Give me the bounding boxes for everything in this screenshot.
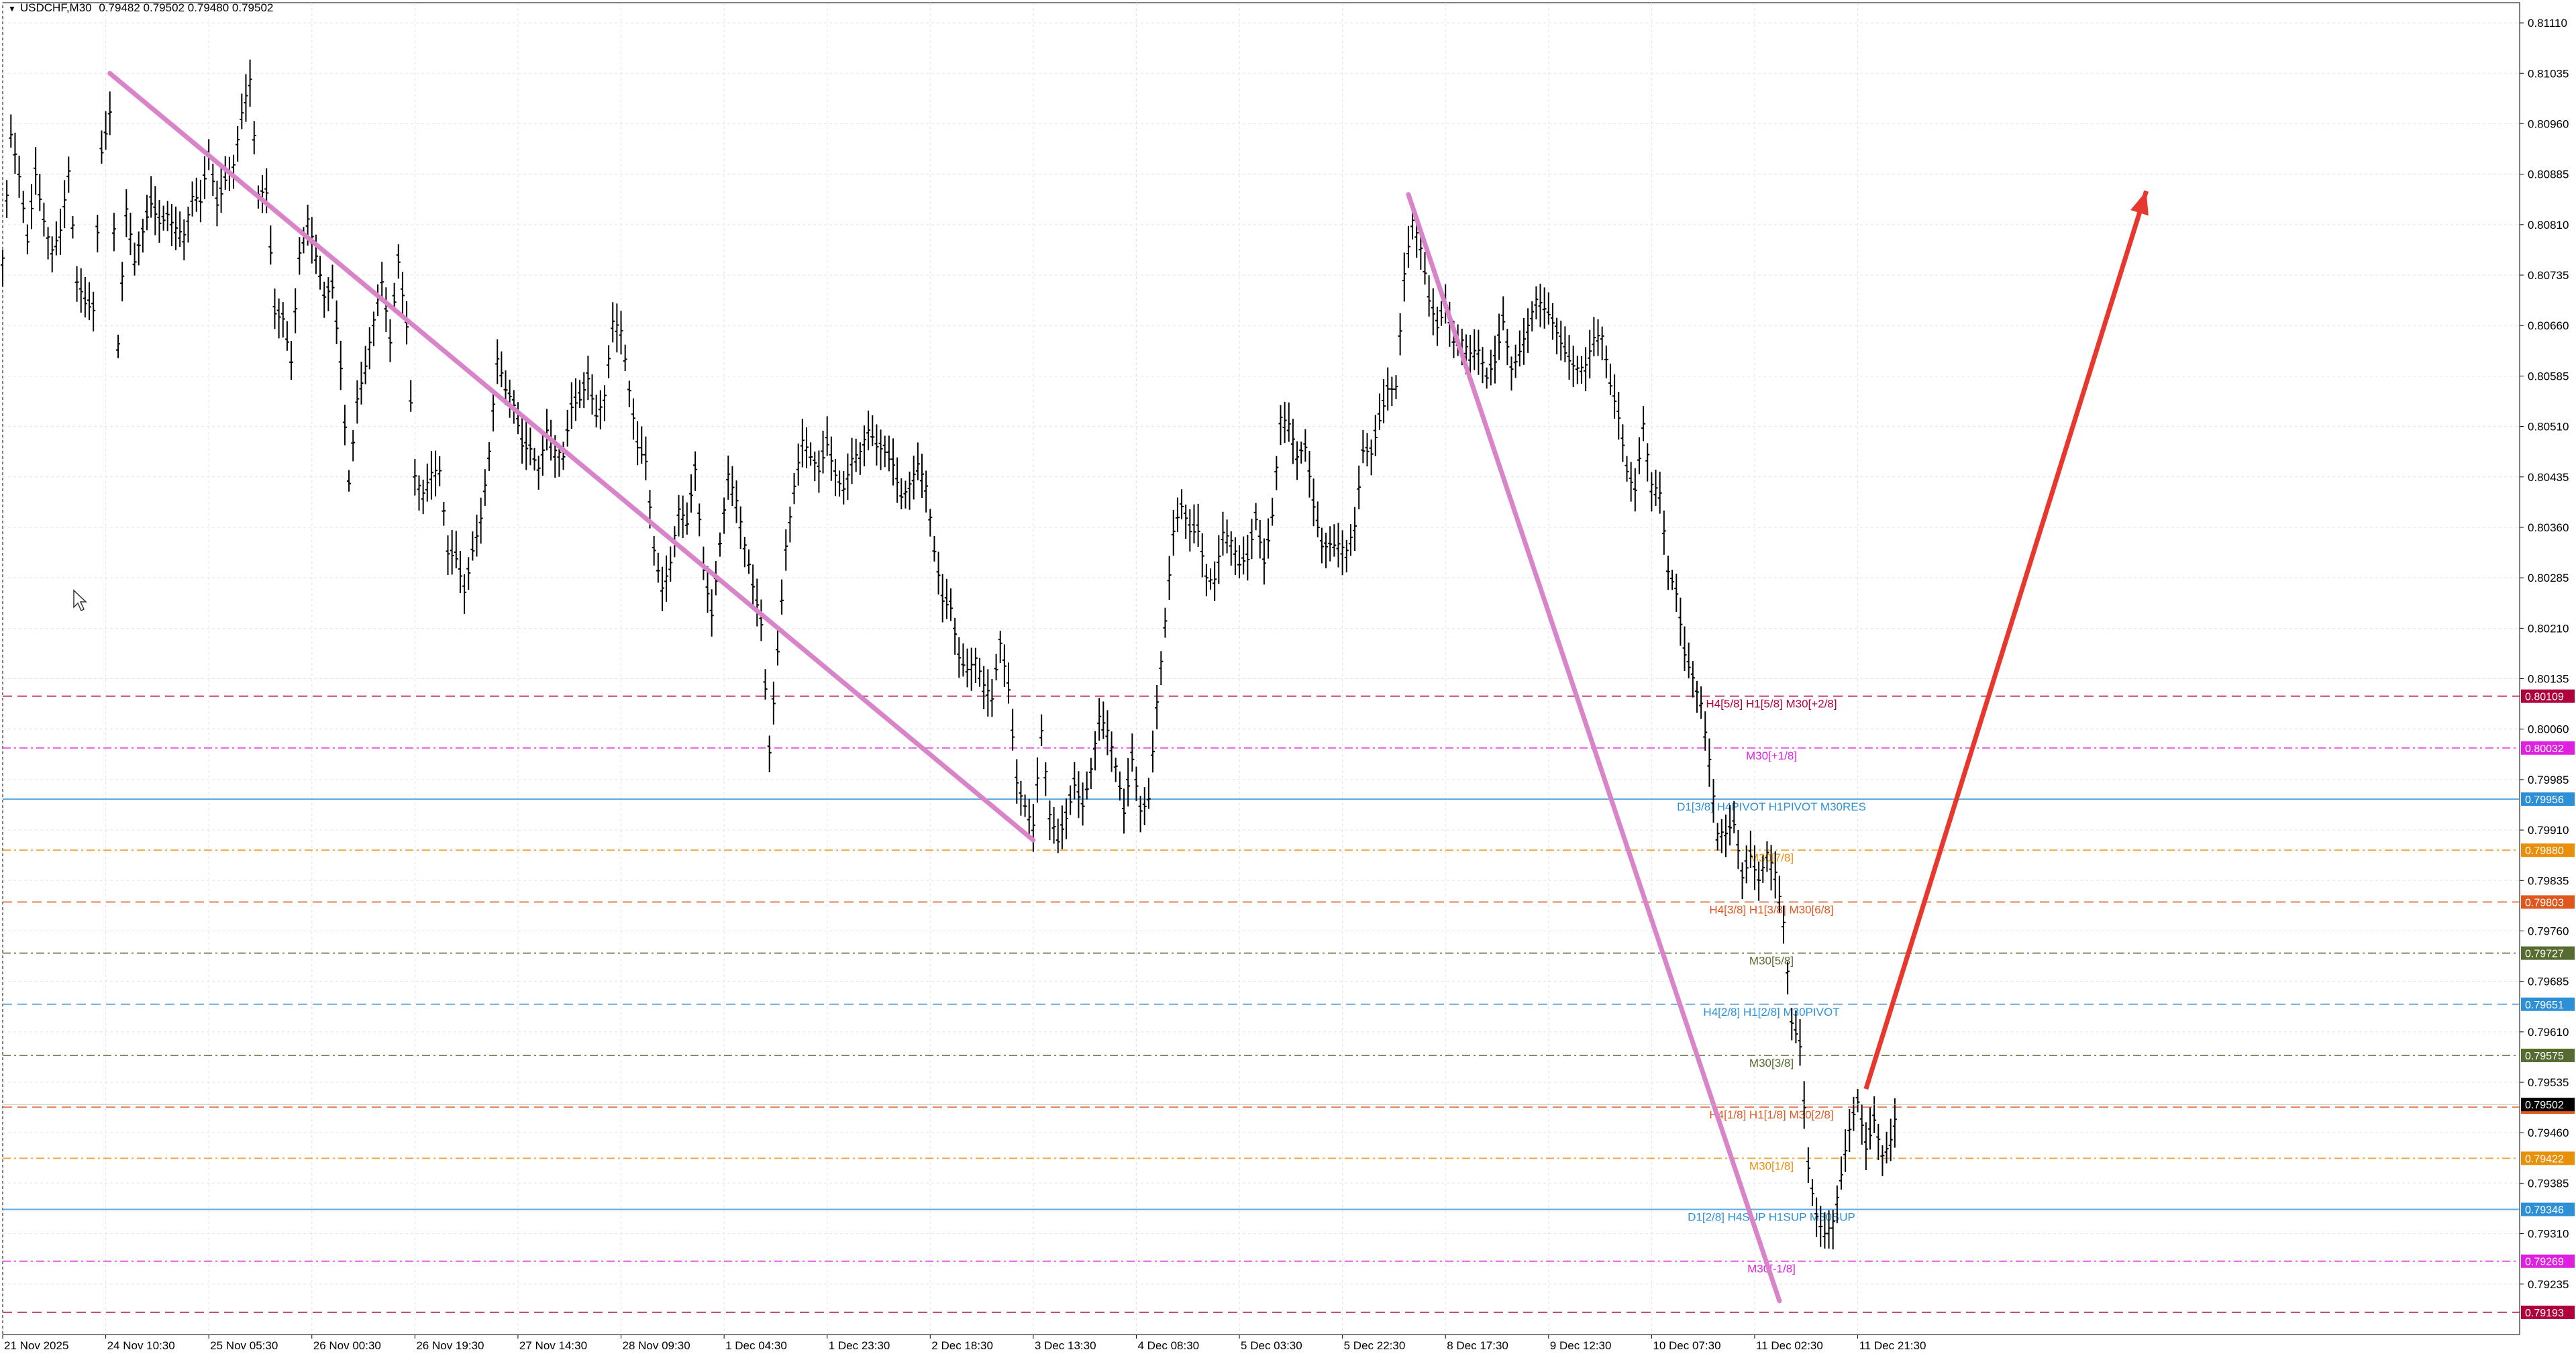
trendline[interactable] — [1406, 192, 1782, 1304]
x-tick-label: 26 Nov 19:30 — [416, 1339, 484, 1352]
ohlc-readout: 0.79482 0.79502 0.79480 0.79502 — [99, 1, 274, 14]
x-tick-label: 2 Dec 18:30 — [931, 1339, 993, 1352]
y-tick-label: 0.79235 — [2528, 1278, 2569, 1291]
level-label: M30[-1/8] — [1747, 1263, 1796, 1275]
y-tick-label: 0.81035 — [2528, 67, 2569, 80]
level-price-tag-text: 0.79803 — [2525, 897, 2564, 908]
forecast-arrow-head — [2130, 191, 2149, 216]
x-tick-label: 28 Nov 09:30 — [623, 1339, 690, 1352]
x-tick-label: 1 Dec 23:30 — [829, 1339, 890, 1352]
current-price-tag-text: 0.79502 — [2525, 1100, 2564, 1111]
level-price-tag — [2521, 1048, 2575, 1062]
x-tick-label: 25 Nov 05:30 — [210, 1339, 278, 1352]
level-price-tag-text: 0.79269 — [2525, 1257, 2564, 1268]
level-label: D1[3/8] H4PIVOT H1PIVOT M30RES — [1677, 800, 1866, 813]
level-price-tag-text: 0.79422 — [2525, 1153, 2564, 1165]
y-tick-label: 0.79460 — [2528, 1127, 2569, 1139]
level-price-tag-text: 0.79727 — [2525, 949, 2564, 960]
level-price-tag — [2521, 1202, 2575, 1216]
x-tick-label: 11 Dec 21:30 — [1859, 1339, 1926, 1352]
y-tick-label: 0.80210 — [2528, 622, 2569, 635]
level-price-tag-text: 0.80032 — [2525, 743, 2564, 755]
x-tick-label: 4 Dec 08:30 — [1137, 1339, 1199, 1352]
y-tick-label: 0.80810 — [2528, 219, 2569, 231]
level-price-tag — [2521, 1151, 2575, 1165]
forecast-arrow-line[interactable] — [1863, 190, 2149, 1090]
y-tick-label: 0.80585 — [2528, 370, 2569, 382]
y-tick-label: 0.80885 — [2528, 168, 2569, 181]
level-price-tag-text: 0.79956 — [2525, 794, 2564, 806]
level-price-tag-text: 0.79651 — [2525, 1000, 2564, 1011]
level-price-tag — [2521, 741, 2575, 755]
y-tick-label: 0.79610 — [2528, 1026, 2569, 1039]
x-tick-label: 3 Dec 13:30 — [1035, 1339, 1096, 1352]
x-tick-label: 9 Dec 12:30 — [1550, 1339, 1612, 1352]
y-tick-label: 0.79985 — [2528, 774, 2569, 786]
x-tick-label: 21 Nov 2025 — [4, 1339, 68, 1352]
y-tick-label: 0.80660 — [2528, 319, 2569, 332]
x-tick-label: 1 Dec 04:30 — [725, 1339, 787, 1352]
y-tick-label: 0.81110 — [2528, 17, 2567, 30]
level-label: M30[5/8] — [1749, 955, 1794, 968]
y-tick-label: 0.79760 — [2528, 925, 2569, 937]
x-tick-label: 24 Nov 10:30 — [107, 1339, 175, 1352]
y-tick-label: 0.79910 — [2528, 824, 2569, 837]
level-price-tag-text: 0.79575 — [2525, 1051, 2564, 1062]
current-price-tag — [2521, 1098, 2575, 1112]
level-price-tag — [2521, 946, 2575, 960]
level-label: H4[1/8] H1[1/8] M30[2/8] — [1709, 1108, 1833, 1121]
y-tick-label: 0.80510 — [2528, 421, 2569, 433]
y-tick-label: 0.80135 — [2528, 673, 2569, 686]
level-label: H4[5/8] H1[5/8] M30[+2/8] — [1706, 698, 1837, 711]
y-tick-label: 0.79385 — [2528, 1177, 2569, 1190]
x-tick-label: 5 Dec 03:30 — [1241, 1339, 1302, 1352]
x-tick-label: 10 Dec 07:30 — [1653, 1339, 1720, 1352]
y-tick-label: 0.80735 — [2528, 269, 2569, 282]
y-tick-label: 0.80360 — [2528, 521, 2569, 534]
level-price-tag-text: 0.79880 — [2525, 845, 2564, 857]
chart-header: ▼ USDCHF,M30 0.79482 0.79502 0.79480 0.79… — [8, 1, 273, 15]
level-price-tag-text: 0.79346 — [2525, 1205, 2564, 1216]
y-tick-label: 0.79835 — [2528, 874, 2569, 887]
level-label: M30[3/8] — [1749, 1057, 1794, 1070]
level-price-tag — [2521, 792, 2575, 806]
trendline[interactable] — [107, 70, 1036, 843]
level-label: H4[2/8] H1[2/8] M30PIVOT — [1703, 1006, 1839, 1019]
y-tick-label: 0.80435 — [2528, 471, 2569, 484]
level-label: M30[1/8] — [1749, 1159, 1794, 1172]
level-price-tag-text: 0.80109 — [2525, 692, 2564, 703]
y-tick-label: 0.79685 — [2528, 976, 2569, 988]
level-price-tag — [2521, 1254, 2575, 1268]
y-tick-label: 0.80285 — [2528, 572, 2569, 584]
level-label: D1[2/8] H4SUP H1SUP M30SUP — [1688, 1211, 1855, 1224]
x-tick-label: 8 Dec 17:30 — [1447, 1339, 1508, 1352]
level-price-tag — [2521, 895, 2575, 909]
y-tick-label: 0.80060 — [2528, 723, 2569, 736]
level-price-tag-text: 0.79193 — [2525, 1308, 2564, 1319]
x-tick-label: 27 Nov 14:30 — [519, 1339, 587, 1352]
x-tick-label: 5 Dec 22:30 — [1344, 1339, 1406, 1352]
mouse-cursor-icon — [73, 589, 87, 612]
level-price-tag — [2521, 689, 2575, 703]
level-price-tag — [2521, 1305, 2575, 1319]
level-price-tag — [2521, 997, 2575, 1011]
level-price-tag — [2521, 843, 2575, 857]
dropdown-arrow-icon[interactable]: ▼ — [8, 4, 16, 13]
y-tick-label: 0.79310 — [2528, 1228, 2569, 1241]
x-tick-label: 26 Nov 00:30 — [313, 1339, 381, 1352]
symbol-timeframe: USDCHF,M30 — [19, 1, 92, 14]
level-label: M30[+1/8] — [1746, 749, 1797, 762]
y-tick-label: 0.80960 — [2528, 117, 2569, 130]
y-tick-label: 0.79535 — [2528, 1076, 2569, 1089]
x-tick-label: 11 Dec 02:30 — [1756, 1339, 1823, 1352]
level-label: H4[3/8] H1[3/8] M30[6/8] — [1709, 903, 1833, 916]
